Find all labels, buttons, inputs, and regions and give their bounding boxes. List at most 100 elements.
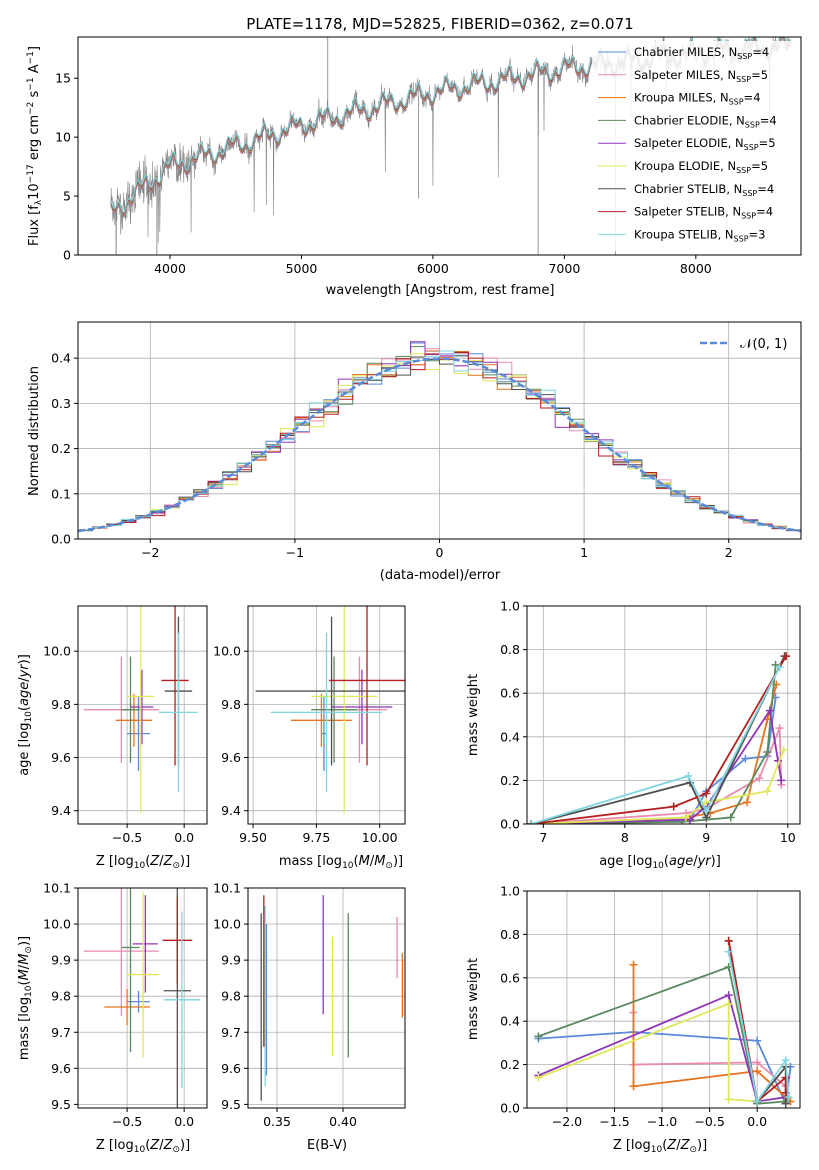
plus-marker	[782, 652, 791, 661]
mass-weight-vs-Z-gridlines	[527, 890, 800, 1109]
x-tick-label: 8	[621, 830, 629, 845]
legend-ssp-subscript: SSP	[736, 166, 751, 175]
legend-ssp-subscript: SSP	[729, 98, 744, 107]
legend-equals: =	[759, 136, 769, 150]
plus-marker	[777, 776, 786, 785]
y-tick-label: 9.4	[221, 803, 241, 818]
y-tick-label: 9.4	[51, 803, 71, 818]
mass-weight-line	[530, 666, 781, 824]
mass-weight-line	[530, 655, 786, 824]
normal-curve	[78, 357, 801, 533]
residuals-plot-area	[78, 341, 801, 539]
mass-vs-Z-ylabel: mass [log10(M/M⊙)]	[17, 936, 34, 1060]
residuals-ylabel: Normed distribution	[27, 366, 42, 496]
y-tick-label: 0.3	[51, 396, 71, 411]
y-tick-label: 0.4	[51, 351, 71, 366]
y-tick-label: 0.2	[51, 441, 71, 456]
legend-entry-label: Salpeter ELODIE, NSSP=5	[634, 136, 776, 152]
plus-marker	[741, 754, 750, 763]
x-tick-label: −0.5	[694, 1114, 724, 1129]
mass-weight-line	[538, 1002, 758, 1103]
plus-marker	[753, 1067, 762, 1076]
mass-weight-line	[538, 1031, 792, 1107]
plus-marker	[763, 748, 772, 757]
age-vs-mass-ticks: 9.50 9.75 10.00 9.4 9.6 9.8 10.0	[213, 644, 397, 845]
x-tick-label: 1	[580, 545, 588, 560]
legend-series-name: Kroupa ELODIE	[634, 159, 720, 173]
mass-weight-line	[531, 727, 783, 824]
mass-vs-EBV-panel: 0.35 0.40 9.5 9.6 9.7 9.8 9.9 10.0 10.1 E(B-V)	[213, 881, 406, 1153]
legend-entry-label: Salpeter STELIB, NSSP=4	[634, 205, 773, 221]
plus-marker	[724, 1095, 733, 1104]
mass-weight-vs-age-panel: 7 8 9 10 0.0 0.2 0.4 0.6 0.8 1.0 age [log10(age/y…	[466, 599, 801, 871]
spectrum-frame	[77, 36, 802, 256]
y-tick-label: 9.8	[221, 697, 241, 712]
legend-ssp-subscript: SSP	[741, 212, 756, 221]
x-tick-label: 7	[539, 830, 547, 845]
mass-vs-Z-xlabel: Z [log10(Z/Z⊙)]	[96, 1138, 190, 1155]
mass-weight-vs-Z-ticks: −2.0 −1.5 −1.0 −0.5 0.0 0.0 0.2 0.4 0.6 0.8 1.0	[500, 884, 767, 1130]
x-tick-label: 0.0	[747, 1114, 767, 1129]
legend-ssp-subscript: SSP	[745, 120, 760, 129]
mass-weight-vs-age-ylabel: mass weight	[466, 674, 481, 756]
mass-vs-EBV-frame	[247, 887, 406, 1109]
mass-weight-line	[727, 940, 787, 1104]
legend-nssp-value: 5	[768, 136, 775, 150]
y-tick-label: 0.2	[500, 1057, 520, 1072]
mass-weight-line	[538, 965, 786, 1105]
residuals-ticks: −2 −1 0 1 2 0.0 0.1 0.2 0.3 0.4	[51, 351, 733, 560]
legend-series-name: Salpeter ELODIE	[634, 136, 728, 150]
plus-marker	[779, 745, 788, 754]
x-tick-label: −0.5	[112, 1114, 142, 1129]
age-vs-Z-frame	[77, 605, 208, 825]
x-tick-label: 5000	[286, 261, 318, 276]
spectrum-xlabel: wavelength [Angstrom, rest frame]	[326, 283, 555, 298]
y-tick-label: 0.4	[500, 1014, 520, 1029]
mass-weight-line	[538, 993, 786, 1103]
x-tick-label: 9.75	[302, 830, 330, 845]
mass-weight-vs-Z-ylabel: mass weight	[466, 958, 481, 1040]
plus-marker	[685, 815, 694, 824]
y-tick-label: 9.6	[221, 1061, 241, 1076]
legend-series-name: Chabrier ELODIE	[634, 113, 729, 127]
legend-ssp-subscript: SSP	[742, 189, 757, 198]
legend-entry-label: Kroupa ELODIE, NSSP=5	[634, 159, 768, 175]
legend-n-prefix: , N	[718, 227, 734, 241]
age-vs-Z-gridlines	[78, 606, 207, 824]
y-tick-label: 9.8	[221, 989, 241, 1004]
legend-equals: =	[760, 113, 770, 127]
legend-equals: =	[749, 227, 759, 241]
plus-marker	[702, 789, 711, 798]
legend-entry-label: Kroupa MILES, NSSP=4	[634, 91, 761, 107]
x-tick-label: 6000	[417, 261, 449, 276]
mass-weight-vs-Z-panel: −2.0 −1.5 −1.0 −0.5 0.0 0.0 0.2 0.4 0.6 0.8 1.0 Z …	[466, 884, 801, 1155]
y-tick-label: 10	[55, 130, 71, 145]
x-tick-label: −1.0	[647, 1114, 677, 1129]
legend-n-prefix: , N	[725, 205, 741, 219]
legend-nssp-value: 4	[753, 91, 760, 105]
y-tick-label: 9.7	[51, 1025, 71, 1040]
legend-nssp-value: 4	[766, 205, 773, 219]
legend-normal-label: 𝒩(0, 1)	[740, 337, 787, 352]
age-vs-Z-ylabel: age [log10(age/yr)]	[17, 654, 34, 776]
age-vs-mass-xlabel: mass [log10(M/M⊙)]	[279, 854, 403, 871]
legend-entry-label: Chabrier STELIB, NSSP=4	[634, 182, 774, 198]
plus-marker	[784, 1093, 793, 1102]
mass-weight-vs-Z-xlabel: Z [log10(Z/Z⊙)]	[613, 1138, 707, 1155]
legend-nssp-value: 4	[762, 45, 769, 59]
age-vs-Z-xlabel: Z [log10(Z/Z⊙)]	[96, 854, 190, 871]
plus-marker	[753, 1097, 762, 1106]
legend-ssp-subscript: SSP	[734, 234, 749, 243]
plus-marker	[629, 1082, 638, 1091]
y-tick-label: 0.4	[500, 729, 520, 744]
y-tick-label: 10.0	[213, 917, 241, 932]
legend-entry-label: Chabrier ELODIE, NSSP=4	[634, 113, 777, 129]
plus-marker	[743, 798, 752, 807]
x-tick-label: 8000	[680, 261, 712, 276]
mass-vs-Z-plot-area	[83, 888, 201, 1108]
mass-vs-EBV-plot-area	[260, 895, 404, 1101]
x-tick-label: 10.00	[362, 830, 398, 845]
y-tick-label: 0.8	[500, 927, 520, 942]
legend-equals: =	[751, 68, 761, 82]
legend-series-name: Kroupa MILES	[634, 91, 713, 105]
